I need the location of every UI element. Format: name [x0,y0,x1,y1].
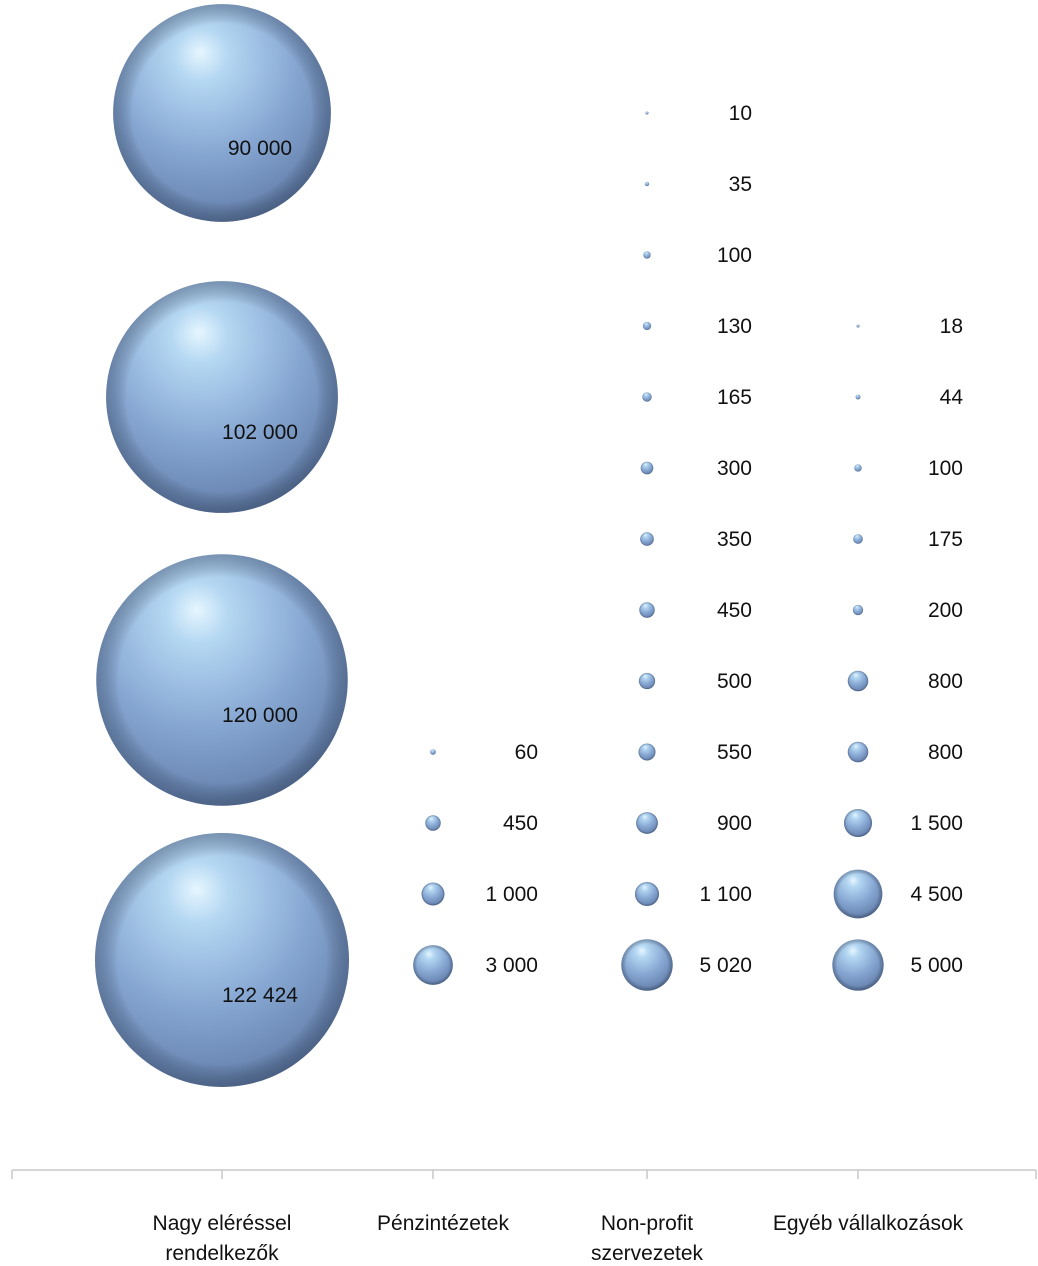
bubble-shade [833,869,883,919]
bubble-shade [96,554,348,806]
data-label: 300 [717,457,752,480]
data-label: 4 500 [910,883,963,906]
bubble-shade [638,672,656,690]
bubble-shade [847,670,869,692]
data-label: 900 [717,812,752,835]
data-label: 550 [717,741,752,764]
data-label: 130 [717,315,752,338]
bubble-shade [639,602,655,618]
data-label: 450 [503,812,538,835]
bubble-shade [642,392,652,402]
data-label: 200 [928,599,963,622]
bubble-shade [636,812,658,834]
data-label: 1 100 [699,883,752,906]
bubble-shade [425,815,441,831]
bubble-shade [855,394,861,400]
bubble-shade [644,181,650,187]
category-label: Nagy eléréssel [153,1212,292,1235]
data-label: 800 [928,670,963,693]
data-label: 102 000 [222,421,298,444]
category-label: rendelkezők [165,1242,279,1265]
data-label: 44 [940,386,964,409]
data-label: 5 020 [699,954,752,977]
bubble-shade [413,945,453,985]
data-label: 175 [928,528,963,551]
bubble-shade [642,321,652,331]
data-label: 800 [928,741,963,764]
data-label: 100 [717,244,752,267]
data-label: 1 000 [485,883,538,906]
bubble-shade [106,281,338,513]
bubble-shade [421,882,445,906]
x-axis [11,1169,1037,1179]
bubble-shade [643,251,651,259]
data-label: 122 424 [222,984,298,1007]
category-labels: Nagy eléréssel rendelkezők Pénzintézetek No… [153,1212,964,1265]
bubble-shade [853,534,863,544]
data-label: 450 [717,599,752,622]
data-label: 350 [717,528,752,551]
category-label: Pénzintézetek [377,1212,509,1235]
data-label: 3 000 [485,954,538,977]
bubble-shade [645,111,649,115]
bubble-shade [847,741,869,763]
bubble-shade [856,324,860,328]
bubble-shade [621,939,673,991]
bubble-shade [430,749,436,755]
bubbles [95,4,884,1087]
bubble-shade [854,464,862,472]
bubble-shade [832,939,884,991]
category-label: Non-profit [601,1212,693,1235]
data-label: 100 [928,457,963,480]
data-label: 90 000 [228,137,292,160]
bubble-shade [640,532,654,546]
bubble-shade [113,4,331,222]
data-label: 1 500 [910,812,963,835]
bubble-shade [634,881,660,907]
data-label: 500 [717,670,752,693]
bubble-shade [638,743,656,761]
category-label: Egyéb vállalkozások [773,1212,964,1235]
category-label: szervezetek [591,1242,704,1265]
data-label: 5 000 [910,954,963,977]
bubble-shade [852,604,864,616]
bubble-shade [95,833,349,1087]
data-label: 165 [717,386,752,409]
data-label: 60 [515,741,538,764]
bubble-shade [640,461,654,475]
bubble-shade [843,808,873,838]
data-label: 120 000 [222,704,298,727]
data-label: 35 [729,173,752,196]
data-label: 18 [940,315,963,338]
data-label: 10 [729,102,752,125]
data-labels: 90 000 102 000 120 000 122 424 60 450 1 000 3 0… [222,102,963,1007]
